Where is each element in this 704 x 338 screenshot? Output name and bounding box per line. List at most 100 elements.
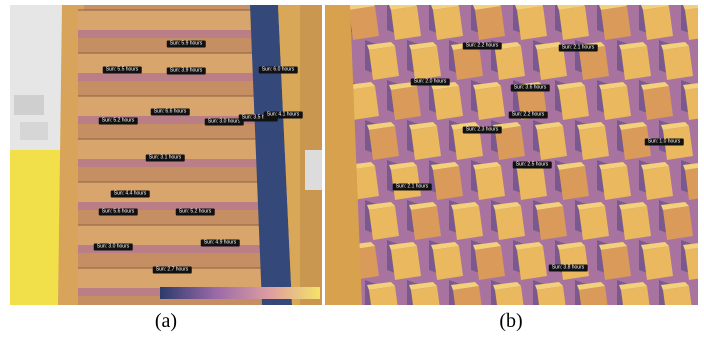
step-tread: [78, 268, 292, 288]
box-face: [517, 6, 547, 40]
sun-label: Sun: 3.8 hours: [548, 264, 588, 272]
box-top: [557, 242, 585, 250]
box-top: [683, 83, 698, 90]
box-top: [683, 163, 698, 170]
box-top: [619, 202, 647, 210]
sun-label: Sun: 2.2 hours: [508, 111, 548, 119]
step-tread: [78, 139, 292, 159]
sun-label: Sun: 5.6 hours: [98, 208, 138, 216]
box-top: [367, 42, 395, 50]
sun-label: Sun: 3.1 hours: [145, 154, 185, 162]
box-face: [369, 46, 399, 80]
box-face: [475, 166, 505, 200]
box-top: [473, 242, 501, 250]
box-face: [579, 126, 609, 160]
sun-label: Sun: 3.5 hours: [238, 114, 278, 122]
box-top: [661, 42, 689, 50]
box-face: [453, 206, 483, 240]
box-top: [515, 5, 543, 10]
sun-label: Sun: 2.0 hours: [410, 78, 450, 86]
box-face: [391, 86, 421, 120]
box-top: [619, 122, 647, 130]
box-face: [559, 166, 589, 200]
box-face: [391, 246, 421, 280]
box-face: [537, 46, 567, 80]
box-top: [619, 42, 647, 50]
box-top: [641, 162, 669, 170]
box-top: [409, 42, 437, 50]
box-face: [349, 6, 379, 40]
box-face: [621, 286, 650, 305]
box-face: [475, 86, 505, 120]
box-top: [451, 282, 479, 290]
box-top: [473, 5, 501, 10]
sun-label: Sun: 2.1 hours: [558, 44, 598, 52]
step-riser: [78, 30, 292, 38]
step-riser: [78, 202, 292, 210]
box-top: [683, 243, 698, 250]
panel-b-render: [325, 5, 698, 305]
stair-steps: [78, 9, 292, 305]
box-top: [347, 5, 375, 10]
box-face: [621, 126, 651, 160]
box-face: [559, 86, 589, 120]
step-tread: [78, 96, 292, 116]
box-face: [411, 126, 441, 160]
box-top: [389, 162, 417, 170]
box-face: [601, 166, 631, 200]
step-riser: [78, 159, 292, 167]
box-top: [641, 82, 669, 90]
step-tread: [78, 10, 292, 30]
sun-label: Sun: 5.2 hours: [98, 117, 138, 125]
sun-label: Sun: 2.2 hours: [462, 42, 502, 50]
sun-label: Sun: 2.3 hours: [462, 126, 502, 134]
box-face: [663, 286, 692, 305]
box-top: [431, 162, 459, 170]
box-face: [537, 206, 567, 240]
box-top: [473, 162, 501, 170]
box-face: [495, 286, 524, 305]
box-face: [391, 166, 421, 200]
box-face: [601, 6, 631, 40]
box-top: [599, 242, 627, 250]
box-face: [411, 46, 441, 80]
sun-label: Sun: 4.1 hours: [263, 111, 303, 119]
sun-label: Sun: 5.2 hours: [175, 208, 215, 216]
box-top: [599, 162, 627, 170]
box-face: [453, 46, 483, 80]
step-riser: [78, 253, 292, 268]
box-face: [433, 166, 463, 200]
box-top: [557, 82, 585, 90]
sun-label: Sun: 2.1 hours: [392, 183, 432, 191]
sun-label: Sun: 5.9 hours: [166, 40, 206, 48]
step-riser: [78, 73, 292, 81]
step-riser: [78, 81, 292, 96]
box-face: [475, 6, 505, 40]
box-face: [349, 86, 379, 120]
sun-label: Sun: 4.4 hours: [110, 190, 150, 198]
box-face: [601, 86, 631, 120]
box-top: [557, 162, 585, 170]
box-face: [579, 286, 608, 305]
sun-label: Sun: 3.9 hours: [166, 67, 206, 75]
step-riser: [78, 124, 292, 139]
box-top: [577, 202, 605, 210]
box-face: [369, 126, 399, 160]
caption: (b): [499, 310, 523, 332]
box-top: [431, 82, 459, 90]
box-top: [599, 82, 627, 90]
sun-label: Sun: 1.0 hours: [644, 138, 684, 146]
box-top: [367, 282, 395, 290]
box-top: [535, 122, 563, 130]
box-face: [663, 46, 693, 80]
box-top: [451, 122, 479, 130]
box-top: [389, 82, 417, 90]
box-face: [453, 286, 482, 305]
box-top: [367, 122, 395, 130]
step-riser: [78, 296, 292, 305]
box-top: [641, 5, 669, 10]
box-face: [559, 6, 589, 40]
box-top: [641, 242, 669, 250]
sun-label: Sun: 2.5 hours: [512, 161, 552, 169]
